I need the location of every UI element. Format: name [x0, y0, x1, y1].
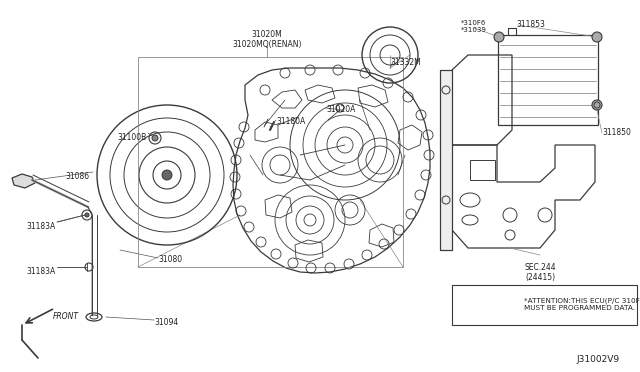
Circle shape	[152, 135, 158, 141]
Text: 311850: 311850	[602, 128, 631, 137]
Text: FRONT: FRONT	[53, 312, 79, 321]
Text: 31180A: 31180A	[276, 117, 305, 126]
Circle shape	[592, 100, 602, 110]
Text: 31020A: 31020A	[326, 105, 355, 114]
Bar	[138, 57, 403, 267]
Circle shape	[85, 213, 89, 217]
Text: 31086: 31086	[66, 172, 90, 181]
Circle shape	[162, 170, 172, 180]
Text: *310F6
*31039: *310F6 *31039	[461, 20, 487, 33]
Bar	[470, 160, 495, 180]
Text: 31332M: 31332M	[390, 58, 420, 67]
Circle shape	[592, 32, 602, 42]
Text: 31020M
31020MQ(RENAN): 31020M 31020MQ(RENAN)	[232, 30, 301, 49]
Circle shape	[494, 32, 504, 42]
Text: 31080: 31080	[158, 255, 182, 264]
Text: J31002V9: J31002V9	[577, 355, 620, 364]
Bar	[452, 285, 637, 325]
Text: 311853: 311853	[516, 20, 545, 29]
Text: SEC.244
(24415): SEC.244 (24415)	[524, 263, 556, 282]
Text: 31183A: 31183A	[27, 267, 56, 276]
Text: 31094: 31094	[154, 318, 179, 327]
Text: 31183A: 31183A	[27, 222, 56, 231]
Text: 31100B: 31100B	[118, 133, 147, 142]
Polygon shape	[12, 174, 35, 188]
Text: *ATTENTION:THIS ECU(P/C 310F6)
MUST BE PROGRAMMED DATA.: *ATTENTION:THIS ECU(P/C 310F6) MUST BE P…	[524, 298, 640, 311]
Polygon shape	[440, 70, 452, 250]
